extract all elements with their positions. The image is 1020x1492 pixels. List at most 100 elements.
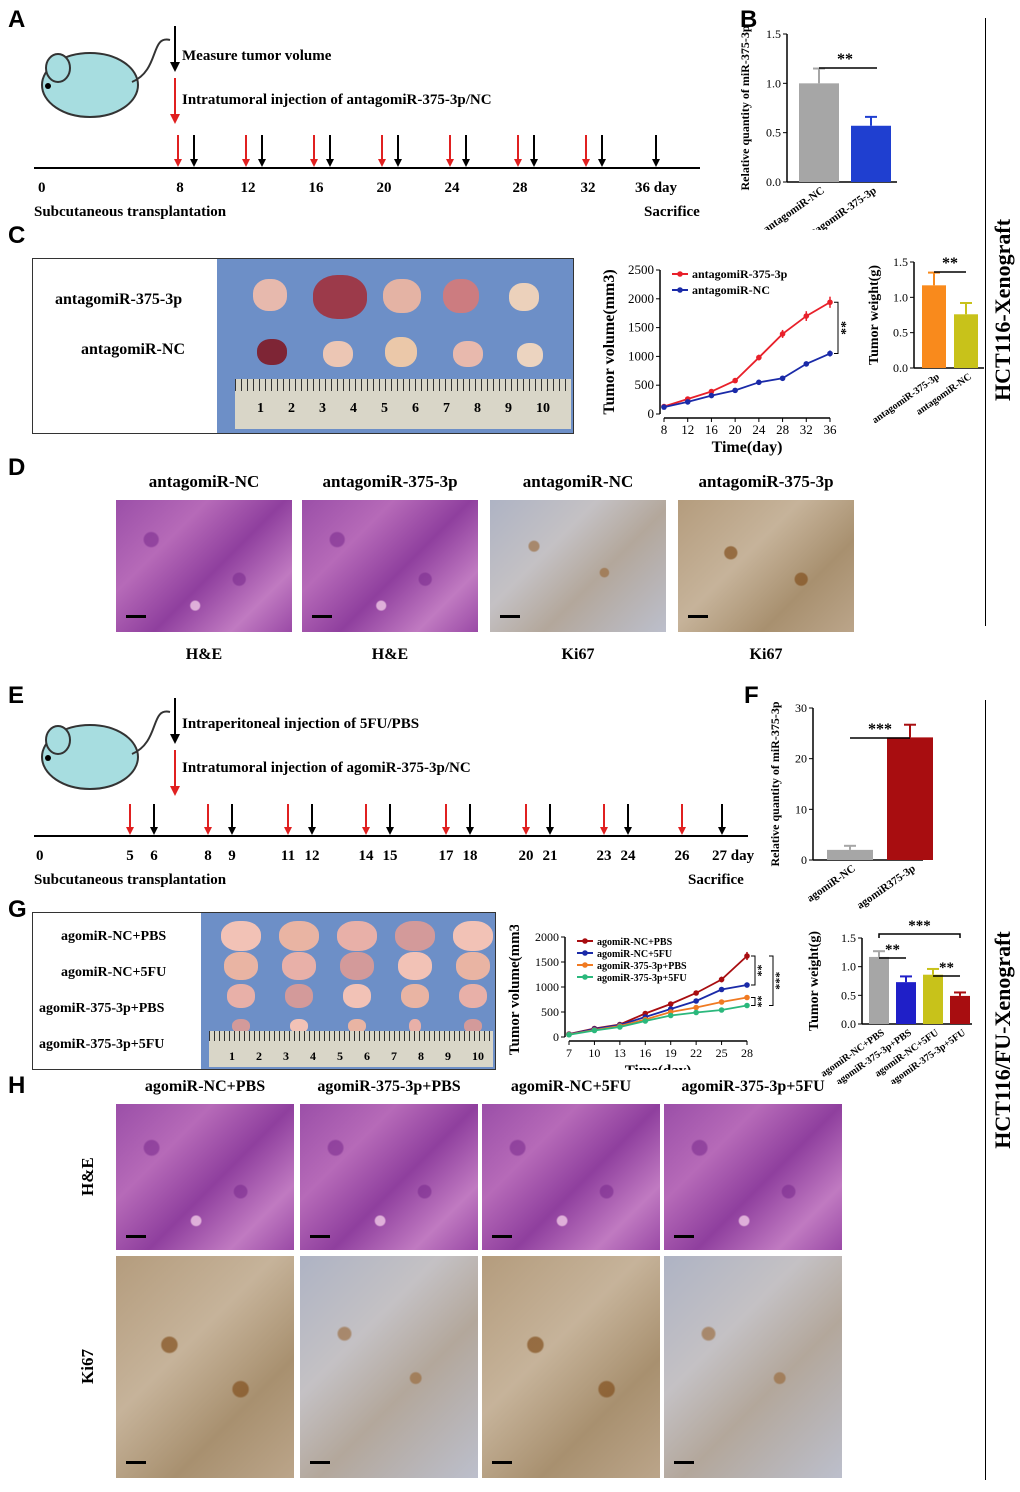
y-axis-label: Tumor weight(g) — [867, 265, 882, 365]
y-tick-label: 1.0 — [893, 290, 908, 304]
y-tick-label: 2000 — [628, 291, 654, 306]
y-tick-label: 1000 — [628, 348, 654, 363]
black-injection-arrow-head — [308, 827, 316, 835]
category-label: agomiR375-3p — [855, 863, 918, 912]
significance-bracket — [834, 301, 839, 355]
significance-bracket — [769, 955, 774, 1006]
legend-label: agomiR-375-3p+5FU — [597, 973, 687, 984]
panel-g-bar-chart: 0.00.51.01.5agomiR-NC+PBSagomiR-375-3p+P… — [807, 918, 972, 1084]
black-measure-arrow-head — [258, 159, 266, 167]
tumor — [323, 341, 353, 367]
category-label: agomiR-NC — [805, 863, 858, 905]
black-measure-arrow-head — [326, 159, 334, 167]
legend-black-text: Intraperitoneal injection of 5FU/PBS — [182, 716, 419, 732]
micrograph-ki — [490, 500, 666, 632]
tumor — [232, 1019, 250, 1033]
y-tick-label: 0.5 — [893, 326, 908, 340]
black-injection-arrow-head — [718, 827, 726, 835]
y-tick-label: 0 — [801, 853, 807, 867]
ruler-number: 1 — [229, 1049, 235, 1063]
legend-label: antagomiR-375-3p — [692, 267, 788, 281]
micrograph-he — [116, 500, 292, 632]
ruler-number: 8 — [418, 1049, 424, 1063]
x-tick-label: 16 — [639, 1046, 651, 1060]
y-tick-label: 500 — [541, 1005, 559, 1019]
day-label: 20 — [519, 848, 534, 864]
y-tick-label: 0.5 — [766, 126, 781, 140]
tumor — [224, 952, 258, 980]
x-tick-label: 32 — [800, 422, 813, 437]
row-label: agomiR-375-3p+PBS — [39, 1001, 165, 1016]
bar — [827, 849, 873, 860]
x-tick-label: 20 — [729, 422, 742, 437]
y-tick-label: 500 — [635, 377, 655, 392]
day-label: 24 — [621, 848, 637, 864]
end-label: Sacrifice — [644, 204, 700, 220]
series-line — [663, 352, 831, 408]
stain-label: Ki67 — [561, 646, 595, 663]
day-label: 12 — [241, 180, 256, 196]
legend-marker — [582, 962, 588, 968]
scale-bar — [126, 615, 146, 618]
y-tick-label: 1500 — [628, 320, 654, 335]
significance-label: ** — [837, 51, 853, 68]
black-measure-arrow-head — [598, 159, 606, 167]
red-injection-arrow-head — [378, 159, 386, 167]
side-divider-bottom — [985, 700, 986, 1480]
x-tick-label: 12 — [681, 422, 694, 437]
bar — [950, 995, 970, 1024]
scale-bar — [126, 1461, 146, 1464]
day-label: 11 — [281, 848, 295, 864]
bar — [922, 285, 946, 368]
ruler-number: 6 — [412, 401, 419, 416]
bar — [851, 125, 891, 182]
y-axis-label: Tumor weight(g) — [807, 931, 822, 1031]
legend-marker — [582, 950, 588, 956]
black-injection-arrow-head — [150, 827, 158, 835]
y-tick-label: 10 — [795, 802, 807, 816]
micrograph-title: agomiR-NC+5FU — [510, 1078, 632, 1095]
x-tick-label: 16 — [705, 422, 719, 437]
black-measure-arrow-head — [530, 159, 538, 167]
tumor — [221, 921, 261, 951]
x-tick-label: 8 — [661, 422, 668, 437]
y-tick-label: 2500 — [628, 262, 654, 277]
panel-label-b: B — [740, 6, 758, 33]
scale-bar — [492, 1235, 512, 1238]
y-tick-label: 1000 — [535, 980, 559, 994]
micrograph-ki67 — [300, 1256, 478, 1478]
tumor — [464, 1019, 482, 1033]
red-injection-arrow-head — [582, 159, 590, 167]
micrograph-title: agomiR-375-3p+PBS — [317, 1078, 461, 1095]
red-injection-arrow-head — [446, 159, 454, 167]
row-label: agomiR-NC+5FU — [61, 965, 167, 980]
y-tick-label: 1.0 — [766, 76, 781, 90]
y-tick-label: 1500 — [535, 955, 559, 969]
day-label: 8 — [204, 848, 212, 864]
x-tick-label: 7 — [566, 1046, 572, 1060]
start-label: Subcutaneous transplantation — [34, 872, 227, 888]
scale-bar — [492, 1461, 512, 1464]
y-tick-label: 1.0 — [841, 960, 856, 974]
micrograph-title: agomiR-375-3p+5FU — [681, 1078, 825, 1095]
micrograph-he — [664, 1104, 842, 1250]
black-injection-arrow-head — [624, 827, 632, 835]
legend-marker — [582, 974, 588, 980]
series-line — [663, 301, 831, 408]
day-label: 26 — [675, 848, 691, 864]
ruler-number: 2 — [288, 401, 295, 416]
black-injection-arrow-head — [228, 827, 236, 835]
panel-label-a: A — [8, 6, 26, 33]
tumor — [340, 952, 374, 980]
day-label: 6 — [150, 848, 158, 864]
y-tick-label: 1.5 — [766, 27, 781, 41]
y-axis-label: Relative quantity of miR-375-3p — [738, 25, 752, 190]
y-tick-label: 0.0 — [893, 361, 908, 375]
row-label-antagomir-nc: antagomiR-NC — [81, 341, 185, 358]
ruler-number: 6 — [364, 1049, 370, 1063]
series-line — [568, 984, 748, 1036]
black-injection-arrow-head — [466, 827, 474, 835]
tumor — [343, 984, 371, 1008]
red-injection-arrow-head — [362, 827, 370, 835]
